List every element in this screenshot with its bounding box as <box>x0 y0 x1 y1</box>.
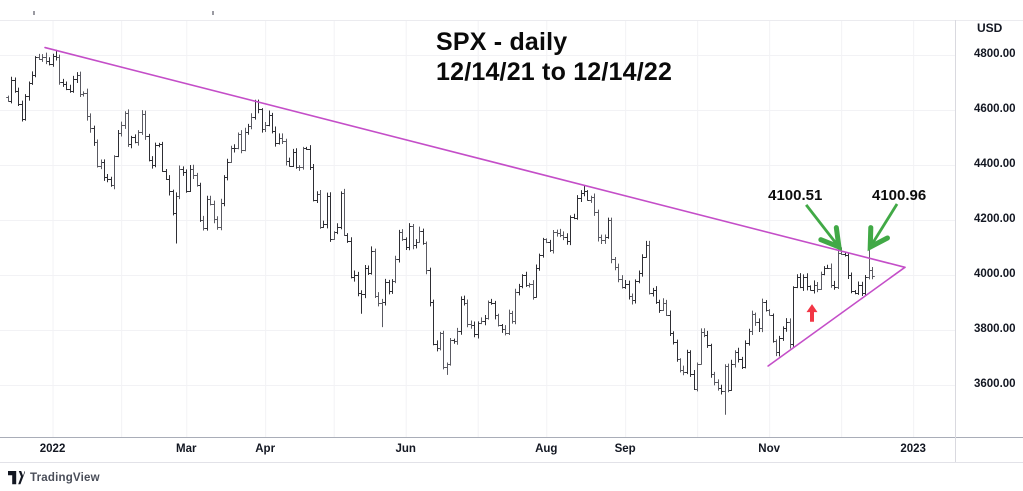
chart-title-line2: 12/14/21 to 12/14/22 <box>436 58 673 86</box>
currency-label: USD <box>977 21 1003 35</box>
price-axis-label-3800: 3800.00 <box>974 323 1016 335</box>
price-axis-label-4600: 4600.00 <box>974 103 1016 115</box>
trendline-rising-support[interactable] <box>767 266 906 367</box>
price-axis-label-4000: 4000.00 <box>974 268 1016 280</box>
time-axis-label-2023: 2023 <box>900 443 926 455</box>
price-bars <box>6 49 875 415</box>
trendline-descending-resistance[interactable] <box>44 46 906 269</box>
red-up-arrow[interactable] <box>806 304 818 322</box>
time-axis-label-2022: 2022 <box>39 443 66 455</box>
price-axis-label-4800: 4800.00 <box>974 48 1016 60</box>
price-axis-label-4200: 4200.00 <box>974 213 1016 225</box>
chart-title-line1: SPX - daily <box>436 28 568 56</box>
annotation-label-2[interactable]: 4100.96 <box>872 187 926 204</box>
annotation-label-1[interactable]: 4100.51 <box>768 187 822 204</box>
time-axis-label-sep: Sep <box>614 443 636 455</box>
tradingview-logo-link[interactable]: TradingView <box>8 470 100 486</box>
green-arrow-1[interactable] <box>805 204 842 251</box>
chart-frame <box>0 11 1023 463</box>
time-axis-label-aug: Aug <box>535 443 558 455</box>
chart-title: SPX - daily 12/14/21 to 12/14/22 <box>436 27 672 87</box>
price-axis-label-3600: 3600.00 <box>974 378 1016 390</box>
time-axis-label-jun: Jun <box>395 443 416 455</box>
tradingview-logo-text: TradingView <box>30 472 100 484</box>
price-axis-label-4400: 4400.00 <box>974 158 1016 170</box>
time-axis-label-mar: Mar <box>176 443 197 455</box>
green-arrow-2[interactable] <box>867 203 899 252</box>
time-axis-label-nov: Nov <box>758 443 781 455</box>
tradingview-logo-icon <box>8 471 25 485</box>
time-axis-label-apr: Apr <box>255 443 276 455</box>
